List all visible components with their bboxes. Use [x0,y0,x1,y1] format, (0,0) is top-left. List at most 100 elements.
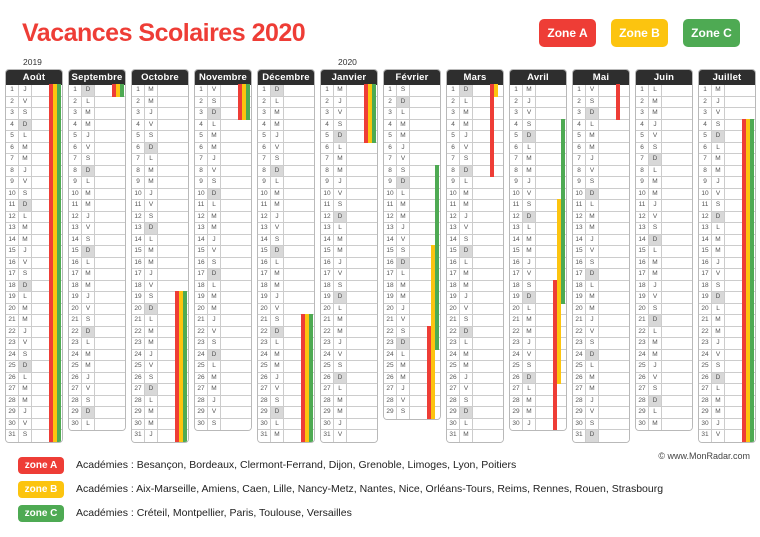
day-letter: J [712,338,725,349]
holiday-stripe-zone-c [57,233,61,246]
day-number: 29 [132,407,145,418]
holiday-stripe-zone-a [175,302,179,315]
day-row: 19 S [132,291,188,304]
day-letter: L [460,257,473,268]
holiday-stripe-zone-c [57,187,61,200]
day-row: 23 J [510,337,566,350]
holiday-stripe-zone-a [49,394,53,407]
holiday-stripe-zone-a [553,302,557,315]
holiday-stripe-zone-c [57,118,61,131]
day-letter: M [523,315,536,326]
day-blank [95,246,125,257]
holiday-stripe-zone-b [53,279,57,292]
day-row: 21 D [636,315,692,327]
day-row: 13 V [69,223,125,235]
holiday-stripe-zone-c [372,107,376,120]
day-blank [284,235,314,246]
day-number: 20 [636,303,649,314]
holiday-stripe-zone-a [238,84,242,97]
day-letter: V [19,177,32,188]
day-letter: L [397,269,410,280]
day-number: 8 [195,165,208,176]
holiday-stripe-zone-c [561,279,565,292]
zone-a-button[interactable]: Zone A [539,19,596,47]
day-row: 12 S [132,211,188,223]
day-number: 2 [132,96,145,107]
day-blank [662,246,692,257]
day-letter: M [208,303,221,314]
day-letter: J [271,372,284,383]
day-number: 13 [636,223,649,234]
zone-c-academies: Académies : Créteil, Montpellier, Paris,… [76,507,352,519]
day-number: 28 [132,395,145,406]
zone-b-button[interactable]: Zone B [611,19,668,47]
day-row: 12 V [636,211,692,223]
day-letter: D [271,246,284,257]
holiday-stripe-zone-b [242,84,246,97]
day-letter: S [523,200,536,211]
day-number: 30 [510,418,523,430]
day-letter: M [460,119,473,130]
day-blank [221,281,251,292]
holiday-stripe-zone-a [427,383,431,396]
day-row: 29 D [447,407,503,419]
day-letter: V [586,407,599,418]
day-letter: M [271,430,284,442]
day-row: 31 S [6,429,62,442]
day-letter: S [145,131,158,142]
day-number: 15 [636,246,649,257]
holiday-stripe-zone-a [553,371,557,384]
day-row: 22 J [6,325,62,338]
day-letter: M [586,131,599,142]
day-number: 29 [573,407,586,418]
holiday-stripe-zone-b [368,84,372,97]
day-letter: L [460,418,473,429]
holiday-stripe-zone-b [53,348,57,361]
day-blank [284,269,314,280]
day-letter: L [82,177,95,188]
zone-c-legend-pill: zone C [18,504,64,522]
day-letter: D [271,85,284,96]
month-card: Janvier 1 M 2 J 3 V 4 S 5 D 6 L 7 M 8 M 9 J 10 V 11 S 12 D 13 L 14 M… [320,69,378,443]
holiday-stripe-zone-c [561,176,565,189]
holiday-stripe-zone-b [179,302,183,315]
day-letter: S [397,85,410,96]
day-letter: V [208,85,221,96]
day-number: 19 [384,292,397,303]
day-number: 25 [321,361,334,372]
day-number: 25 [573,361,586,372]
holiday-stripe-zone-c [309,348,313,361]
day-letter: L [397,349,410,360]
day-number: 23 [321,338,334,349]
day-letter: D [334,211,347,222]
day-number: 31 [321,430,334,442]
day-blank [95,350,125,361]
day-row: 15 M [699,245,755,258]
day-number: 10 [321,188,334,199]
day-number: 23 [258,338,271,349]
day-letter: D [334,372,347,383]
day-letter: J [712,257,725,268]
day-number: 3 [132,108,145,119]
day-letter: L [523,303,536,314]
day-letter: M [145,418,158,429]
day-row: 14 L [132,234,188,246]
day-letter: V [145,200,158,211]
day-blank [158,189,188,200]
day-row: 24 J [132,348,188,361]
day-letter: M [271,188,284,199]
day-blank [599,396,629,407]
day-letter: M [271,349,284,360]
day-letter: J [82,211,95,222]
zone-c-button[interactable]: Zone C [683,19,740,47]
holiday-stripe-zone-c [309,394,313,407]
day-letter: M [19,303,32,314]
day-blank [410,384,440,395]
day-number: 18 [69,280,82,291]
day-row: 23 D [384,337,440,350]
holiday-stripe-zone-a [742,291,746,304]
day-blank [284,131,314,142]
day-number: 12 [447,211,460,222]
